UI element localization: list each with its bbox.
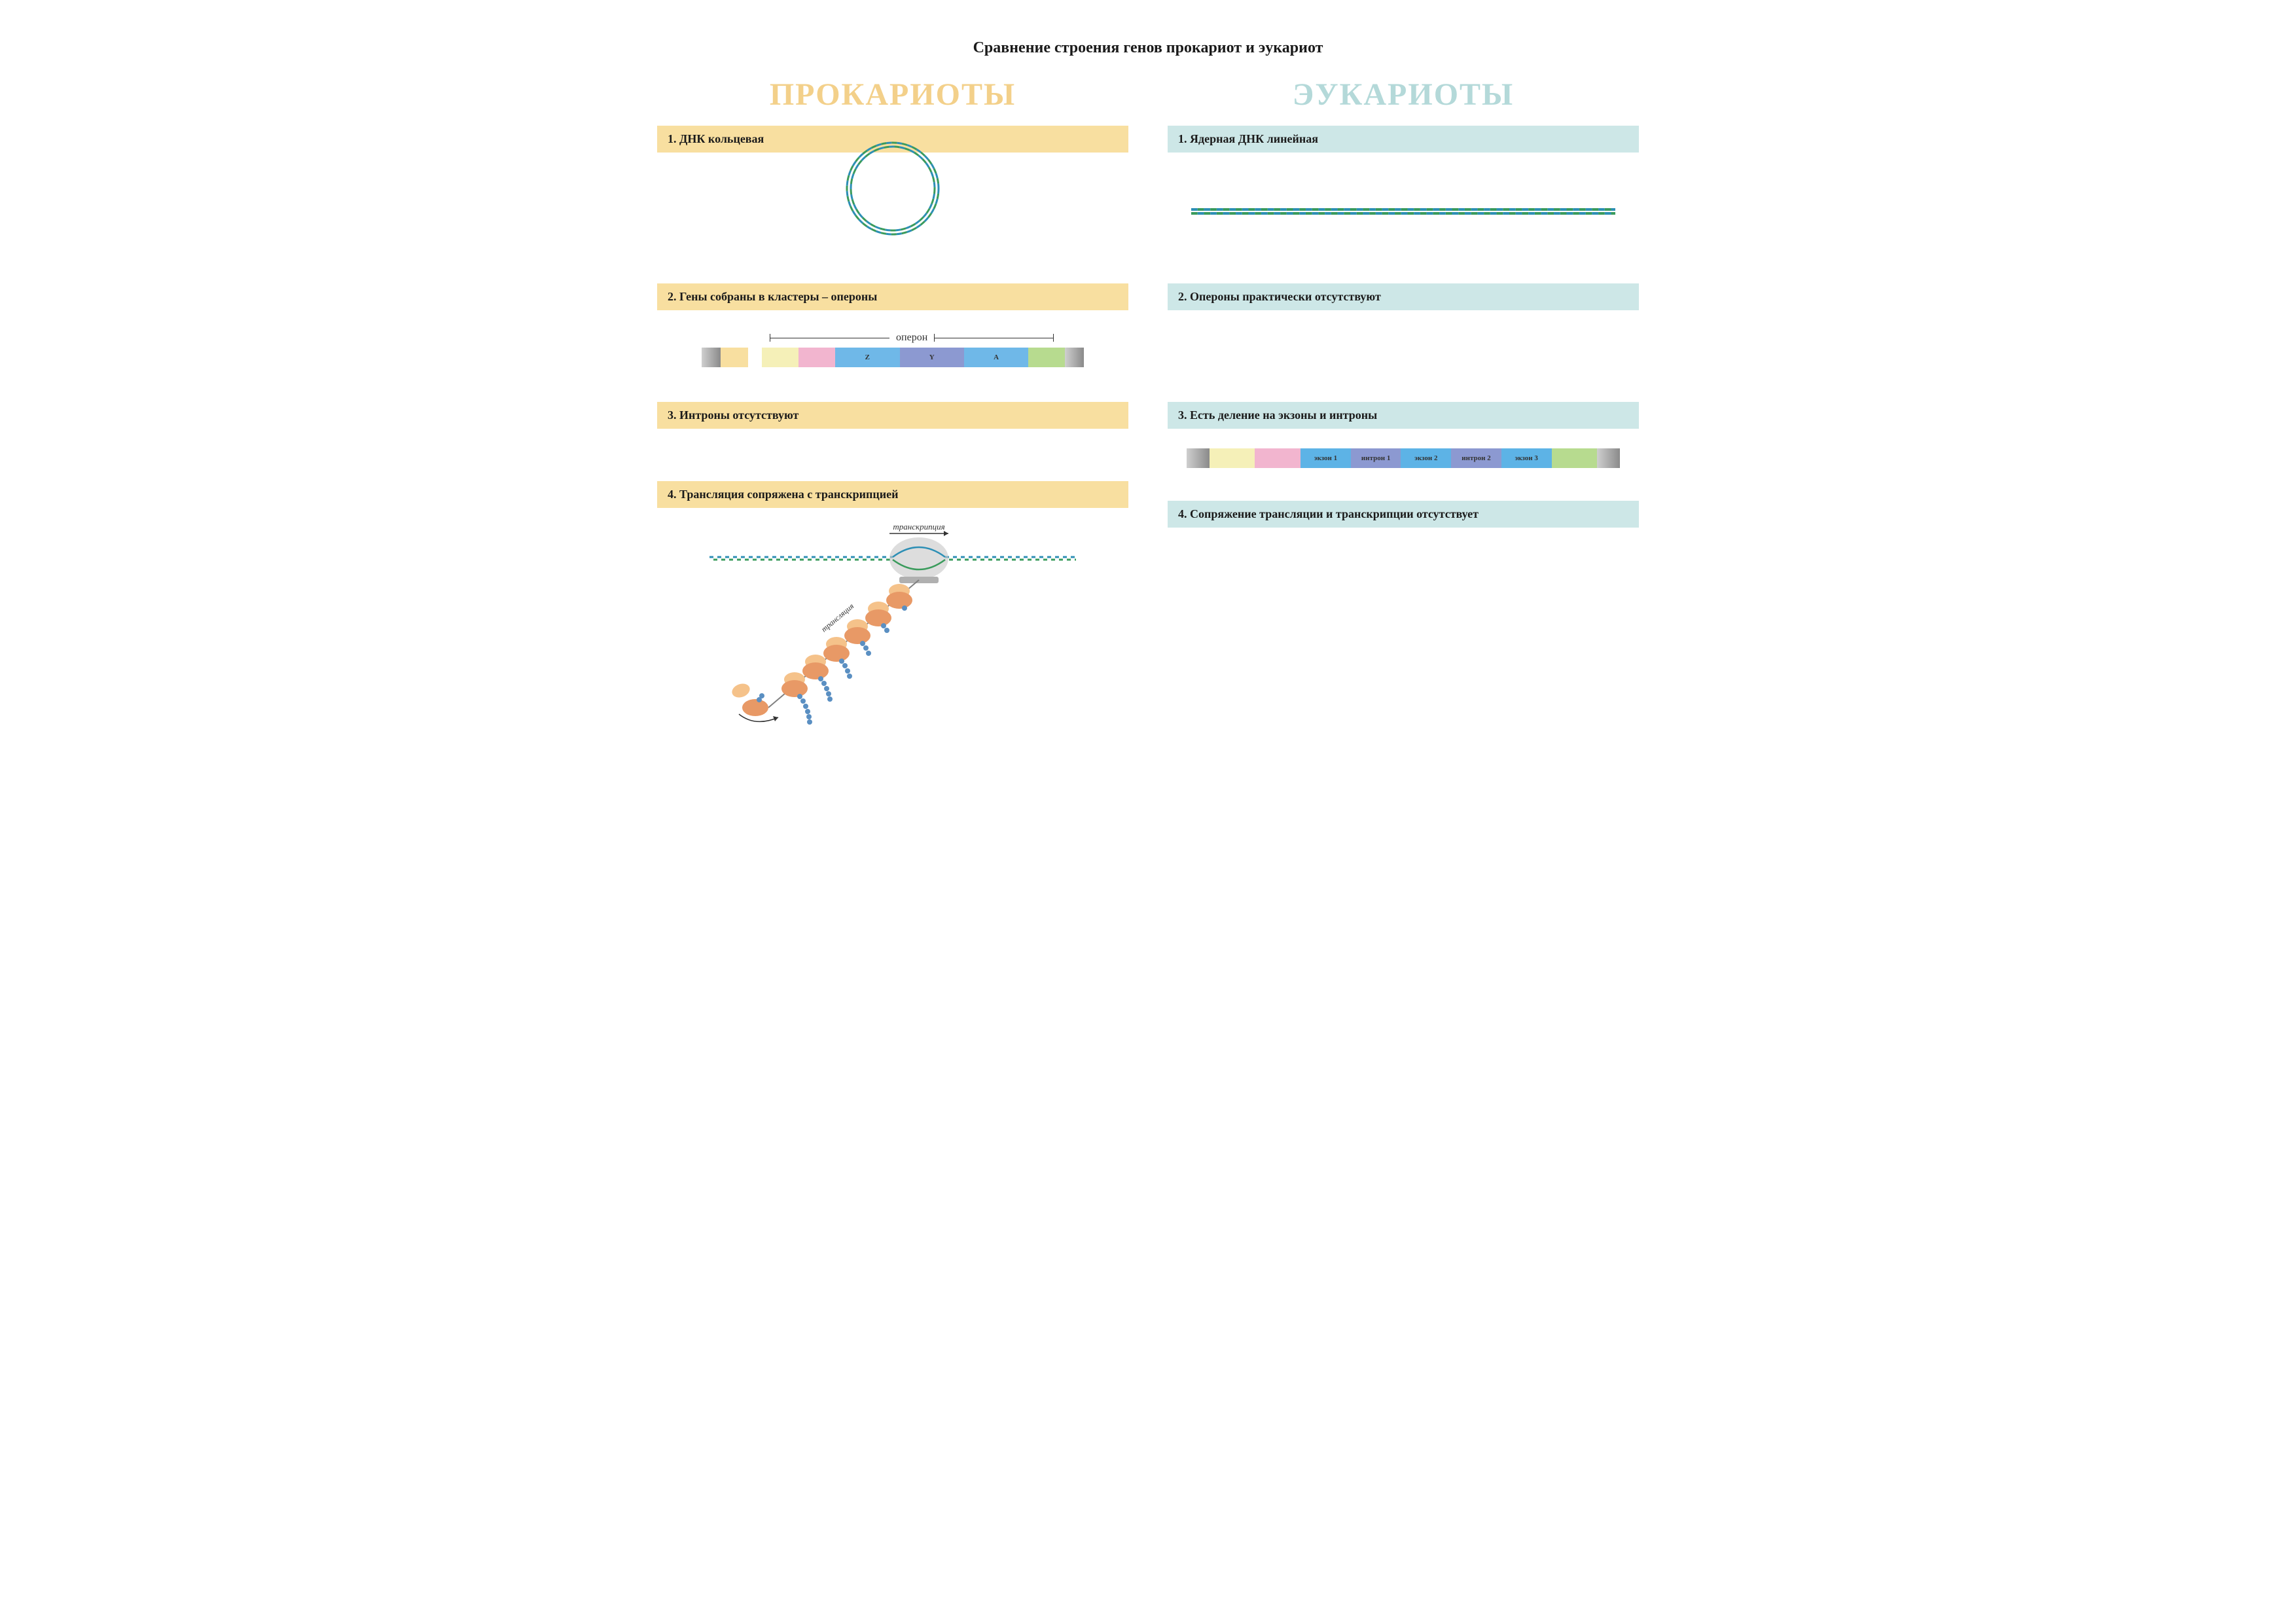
gene-segment: [721, 348, 748, 367]
gene-segment: [702, 348, 720, 367]
left-section-4: 4. Трансляция сопряжена с транскрипцией: [657, 481, 1128, 508]
prokaryote-heading: ПРОКАРИОТЫ: [657, 77, 1128, 113]
operon-bracket: оперон: [681, 332, 1105, 344]
gene-segment: интрон 1: [1351, 448, 1401, 468]
linear-dna-icon: [1191, 205, 1615, 218]
left-s3-empty: [657, 429, 1128, 468]
gene-segment: экзон 1: [1300, 448, 1351, 468]
main-title: Сравнение строения генов прокариот и эук…: [657, 39, 1639, 57]
gene-segment: [1210, 448, 1255, 468]
gene-segment: [798, 348, 835, 367]
gene-segment: интрон 2: [1451, 448, 1501, 468]
gene-segment: [762, 348, 798, 367]
gene-segment: A: [964, 348, 1028, 367]
right-section-2: 2. Опероны практически отсутствуют: [1168, 283, 1639, 310]
gene-segment: [1597, 448, 1620, 468]
gene-segment: [1255, 448, 1300, 468]
coupled-translation-icon: транскрипция: [657, 518, 1128, 727]
right-section-4: 4. Сопряжение трансляции и транскрипции …: [1168, 501, 1639, 528]
gene-segment: [1552, 448, 1598, 468]
circular-dna-icon: [834, 130, 952, 247]
gene-segment: [748, 348, 762, 367]
eukaryote-heading: ЭУКАРИОТЫ: [1168, 77, 1639, 113]
right-s2-empty: [1168, 310, 1639, 389]
right-s4-empty: [1168, 528, 1639, 606]
circular-dna-area: [657, 153, 1128, 270]
right-section-3: 3. Есть деление на экзоны и интроны: [1168, 402, 1639, 429]
left-section-2: 2. Гены собраны в кластеры – опероны: [657, 283, 1128, 310]
exon-intron-bar: экзон 1интрон 1экзон 2интрон 2экзон 3: [1187, 448, 1620, 468]
left-section-3: 3. Интроны отсутствуют: [657, 402, 1128, 429]
infographic-root: Сравнение строения генов прокариот и эук…: [657, 39, 1639, 737]
eukaryote-column: ЭУКАРИОТЫ 1. Ядерная ДНК линейная 2. Опе…: [1168, 77, 1639, 737]
gene-segment: Y: [900, 348, 964, 367]
gene-segment: [1065, 348, 1083, 367]
linear-dna-area: [1168, 153, 1639, 270]
columns-wrap: ПРОКАРИОТЫ 1. ДНК кольцевая: [657, 77, 1639, 737]
gene-segment: экзон 2: [1401, 448, 1451, 468]
gene-segment: [1028, 348, 1065, 367]
exon-intron-area: экзон 1интрон 1экзон 2интрон 2экзон 3: [1168, 429, 1639, 488]
translation-diagram-area: транскрипция: [657, 508, 1128, 737]
gene-segment: Z: [835, 348, 899, 367]
operon-bar: ZYA: [702, 348, 1083, 367]
operon-label: оперон: [889, 332, 934, 344]
transcription-label: транскрипция: [893, 522, 944, 532]
prokaryote-column: ПРОКАРИОТЫ 1. ДНК кольцевая: [657, 77, 1128, 737]
dna-with-bubble: [709, 537, 1076, 583]
ribosome-chain: [730, 584, 912, 725]
gene-segment: [1187, 448, 1210, 468]
operon-diagram-area: оперон ZYA: [657, 310, 1128, 389]
right-section-1: 1. Ядерная ДНК линейная: [1168, 126, 1639, 153]
gene-segment: экзон 3: [1501, 448, 1552, 468]
